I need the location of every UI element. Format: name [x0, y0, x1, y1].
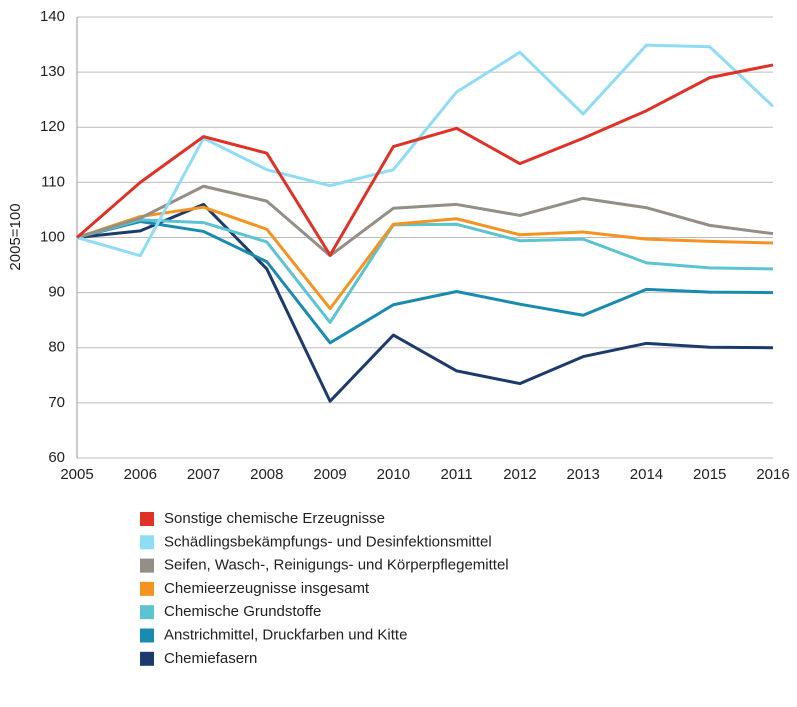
series-line — [76, 63, 774, 257]
x-tick-label: 2011 — [441, 466, 473, 483]
x-tick-label: 2005 — [60, 466, 93, 483]
legend-swatch — [140, 581, 154, 596]
y-tick-label: 60 — [48, 449, 65, 466]
y-tick-label: 100 — [40, 228, 65, 245]
x-tick-label: 2008 — [250, 466, 283, 483]
legend-swatch — [140, 651, 154, 666]
legend-swatch — [140, 558, 154, 573]
legend-label: Chemieerzeugnisse insgesamt — [164, 580, 370, 597]
legend-swatch — [140, 535, 154, 550]
series-line — [76, 43, 775, 258]
y-tick-label: 140 — [40, 8, 65, 25]
legend-swatch — [140, 628, 154, 643]
y-axis-label: 2005=100 — [7, 203, 24, 270]
x-tick-label: 2015 — [693, 466, 726, 483]
y-tick-label: 120 — [40, 118, 65, 135]
series-line — [76, 220, 774, 345]
series-line — [76, 205, 774, 311]
y-tick-label: 130 — [40, 63, 65, 80]
legend-label: Sonstige chemische Erzeugnisse — [164, 510, 385, 527]
y-tick-label: 110 — [41, 173, 65, 190]
y-tick-label: 90 — [48, 284, 65, 301]
legend-swatch — [140, 605, 154, 620]
x-tick-label: 2016 — [756, 466, 789, 483]
legend-label: Anstrichmittel, Druckfarben und Kitte — [164, 626, 407, 643]
y-tick-label: 80 — [48, 339, 65, 356]
series-line — [76, 184, 774, 258]
x-tick-label: 2014 — [630, 466, 663, 483]
y-tick-label: 70 — [48, 394, 65, 411]
x-tick-label: 2010 — [377, 466, 410, 483]
series-line — [76, 218, 774, 324]
x-tick-label: 2007 — [187, 466, 220, 483]
x-tick-label: 2009 — [313, 466, 346, 483]
legend-swatch — [140, 512, 154, 526]
x-tick-label: 2013 — [566, 466, 599, 483]
legend-label: Seifen, Wasch-, Reinigungs- und Körperpf… — [164, 557, 509, 574]
legend-label: Chemiefasern — [164, 650, 257, 667]
series-line — [76, 202, 774, 403]
legend-label: Chemische Grundstoffe — [164, 603, 321, 620]
x-tick-label: 2012 — [503, 466, 536, 483]
x-tick-label: 2006 — [124, 466, 157, 483]
legend-label: Schädlingsbekämpfungs- und Desinfektions… — [164, 533, 492, 550]
